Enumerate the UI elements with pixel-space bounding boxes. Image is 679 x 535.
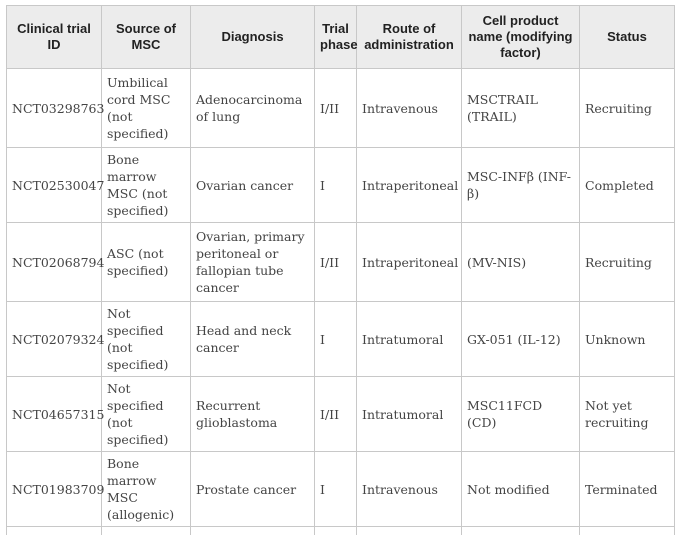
table-header-row: Clinical trial ID Source of MSC Diagnosi… xyxy=(6,5,675,69)
cell-trial-id: NCT02079324 xyxy=(6,301,104,377)
cell-phase: I xyxy=(314,301,357,377)
header-trial-id: Clinical trial ID xyxy=(6,5,102,69)
cell-source: Not specified (not specified) xyxy=(101,376,191,452)
cell-empty xyxy=(579,526,675,535)
header-route: Route of administration xyxy=(356,5,462,69)
header-source: Source of MSC xyxy=(101,5,191,69)
cell-source: Umbilical cord MSC (not specified) xyxy=(101,68,191,148)
cell-phase: I xyxy=(314,147,357,223)
cell-route: Intravenous xyxy=(356,68,462,148)
cell-diagnosis: Head and neck cancer xyxy=(190,301,315,377)
cell-diagnosis: Prostate cancer xyxy=(190,451,315,527)
cell-empty xyxy=(190,526,315,535)
cell-product: MSC-INFβ (INF-β) xyxy=(461,147,580,223)
cell-trial-id: NCT03298763 xyxy=(6,68,104,148)
cell-status: Terminated xyxy=(579,451,675,527)
header-product: Cell product name (modifying factor) xyxy=(461,5,580,69)
cell-status: Unknown xyxy=(579,301,675,377)
cell-product: MSCTRAIL (TRAIL) xyxy=(461,68,580,148)
trial-table-container: Clinical trial ID Source of MSC Diagnosi… xyxy=(6,5,675,535)
clinical-trials-table: Clinical trial ID Source of MSC Diagnosi… xyxy=(6,5,675,535)
cell-phase: I/II xyxy=(314,222,357,302)
cell-status: Completed xyxy=(579,147,675,223)
cell-status: Not yet recruiting xyxy=(579,376,675,452)
cell-diagnosis: Ovarian cancer xyxy=(190,147,315,223)
cell-product: MSC11FCD (CD) xyxy=(461,376,580,452)
cell-trial-id: NCT04657315 xyxy=(6,376,104,452)
table-row: NCT02068794 ASC (not specified) Ovarian,… xyxy=(6,222,675,302)
cell-empty xyxy=(6,526,102,535)
cell-trial-id: NCT02068794 xyxy=(6,222,104,302)
cell-product: Not modified xyxy=(461,451,580,527)
cell-empty xyxy=(461,526,580,535)
cell-phase: I xyxy=(314,451,357,527)
table-row: NCT01983709 Bone marrow MSC (allogenic) … xyxy=(6,451,675,527)
cell-empty xyxy=(314,526,357,535)
cell-route: Intraperitoneal xyxy=(356,147,462,223)
cell-status: Recruiting xyxy=(579,68,675,148)
table-row-partial xyxy=(6,526,675,535)
cell-source: Not specified (not specified) xyxy=(101,301,191,377)
cell-source: ASC (not specified) xyxy=(101,222,191,302)
cell-trial-id: NCT01983709 xyxy=(6,451,104,527)
cell-source: Bone marrow MSC (not specified) xyxy=(101,147,191,223)
table-row: NCT03298763 Umbilical cord MSC (not spec… xyxy=(6,68,675,148)
cell-status: Recruiting xyxy=(579,222,675,302)
header-diagnosis: Diagnosis xyxy=(190,5,315,69)
cell-route: Intravenous xyxy=(356,451,462,527)
cell-diagnosis: Adenocarcinoma of lung xyxy=(190,68,315,148)
cell-trial-id: NCT02530047 xyxy=(6,147,104,223)
cell-source: Bone marrow MSC (allogenic) xyxy=(101,451,191,527)
cell-product: (MV-NIS) xyxy=(461,222,580,302)
cell-route: Intratumoral xyxy=(356,376,462,452)
cell-empty xyxy=(101,526,191,535)
cell-product: GX-051 (IL-12) xyxy=(461,301,580,377)
cell-diagnosis: Recurrent glioblastoma xyxy=(190,376,315,452)
cell-route: Intratumoral xyxy=(356,301,462,377)
cell-phase: I/II xyxy=(314,68,357,148)
header-phase: Trial phase xyxy=(314,5,358,69)
cell-empty xyxy=(356,526,462,535)
cell-route: Intraperitoneal xyxy=(356,222,462,302)
table-row: NCT04657315 Not specified (not specified… xyxy=(6,376,675,452)
cell-phase: I/II xyxy=(314,376,357,452)
table-row: NCT02079324 Not specified (not specified… xyxy=(6,301,675,377)
cell-diagnosis: Ovarian, primary peritoneal or fallopian… xyxy=(190,222,315,302)
table-row: NCT02530047 Bone marrow MSC (not specifi… xyxy=(6,147,675,223)
header-status: Status xyxy=(579,5,675,69)
